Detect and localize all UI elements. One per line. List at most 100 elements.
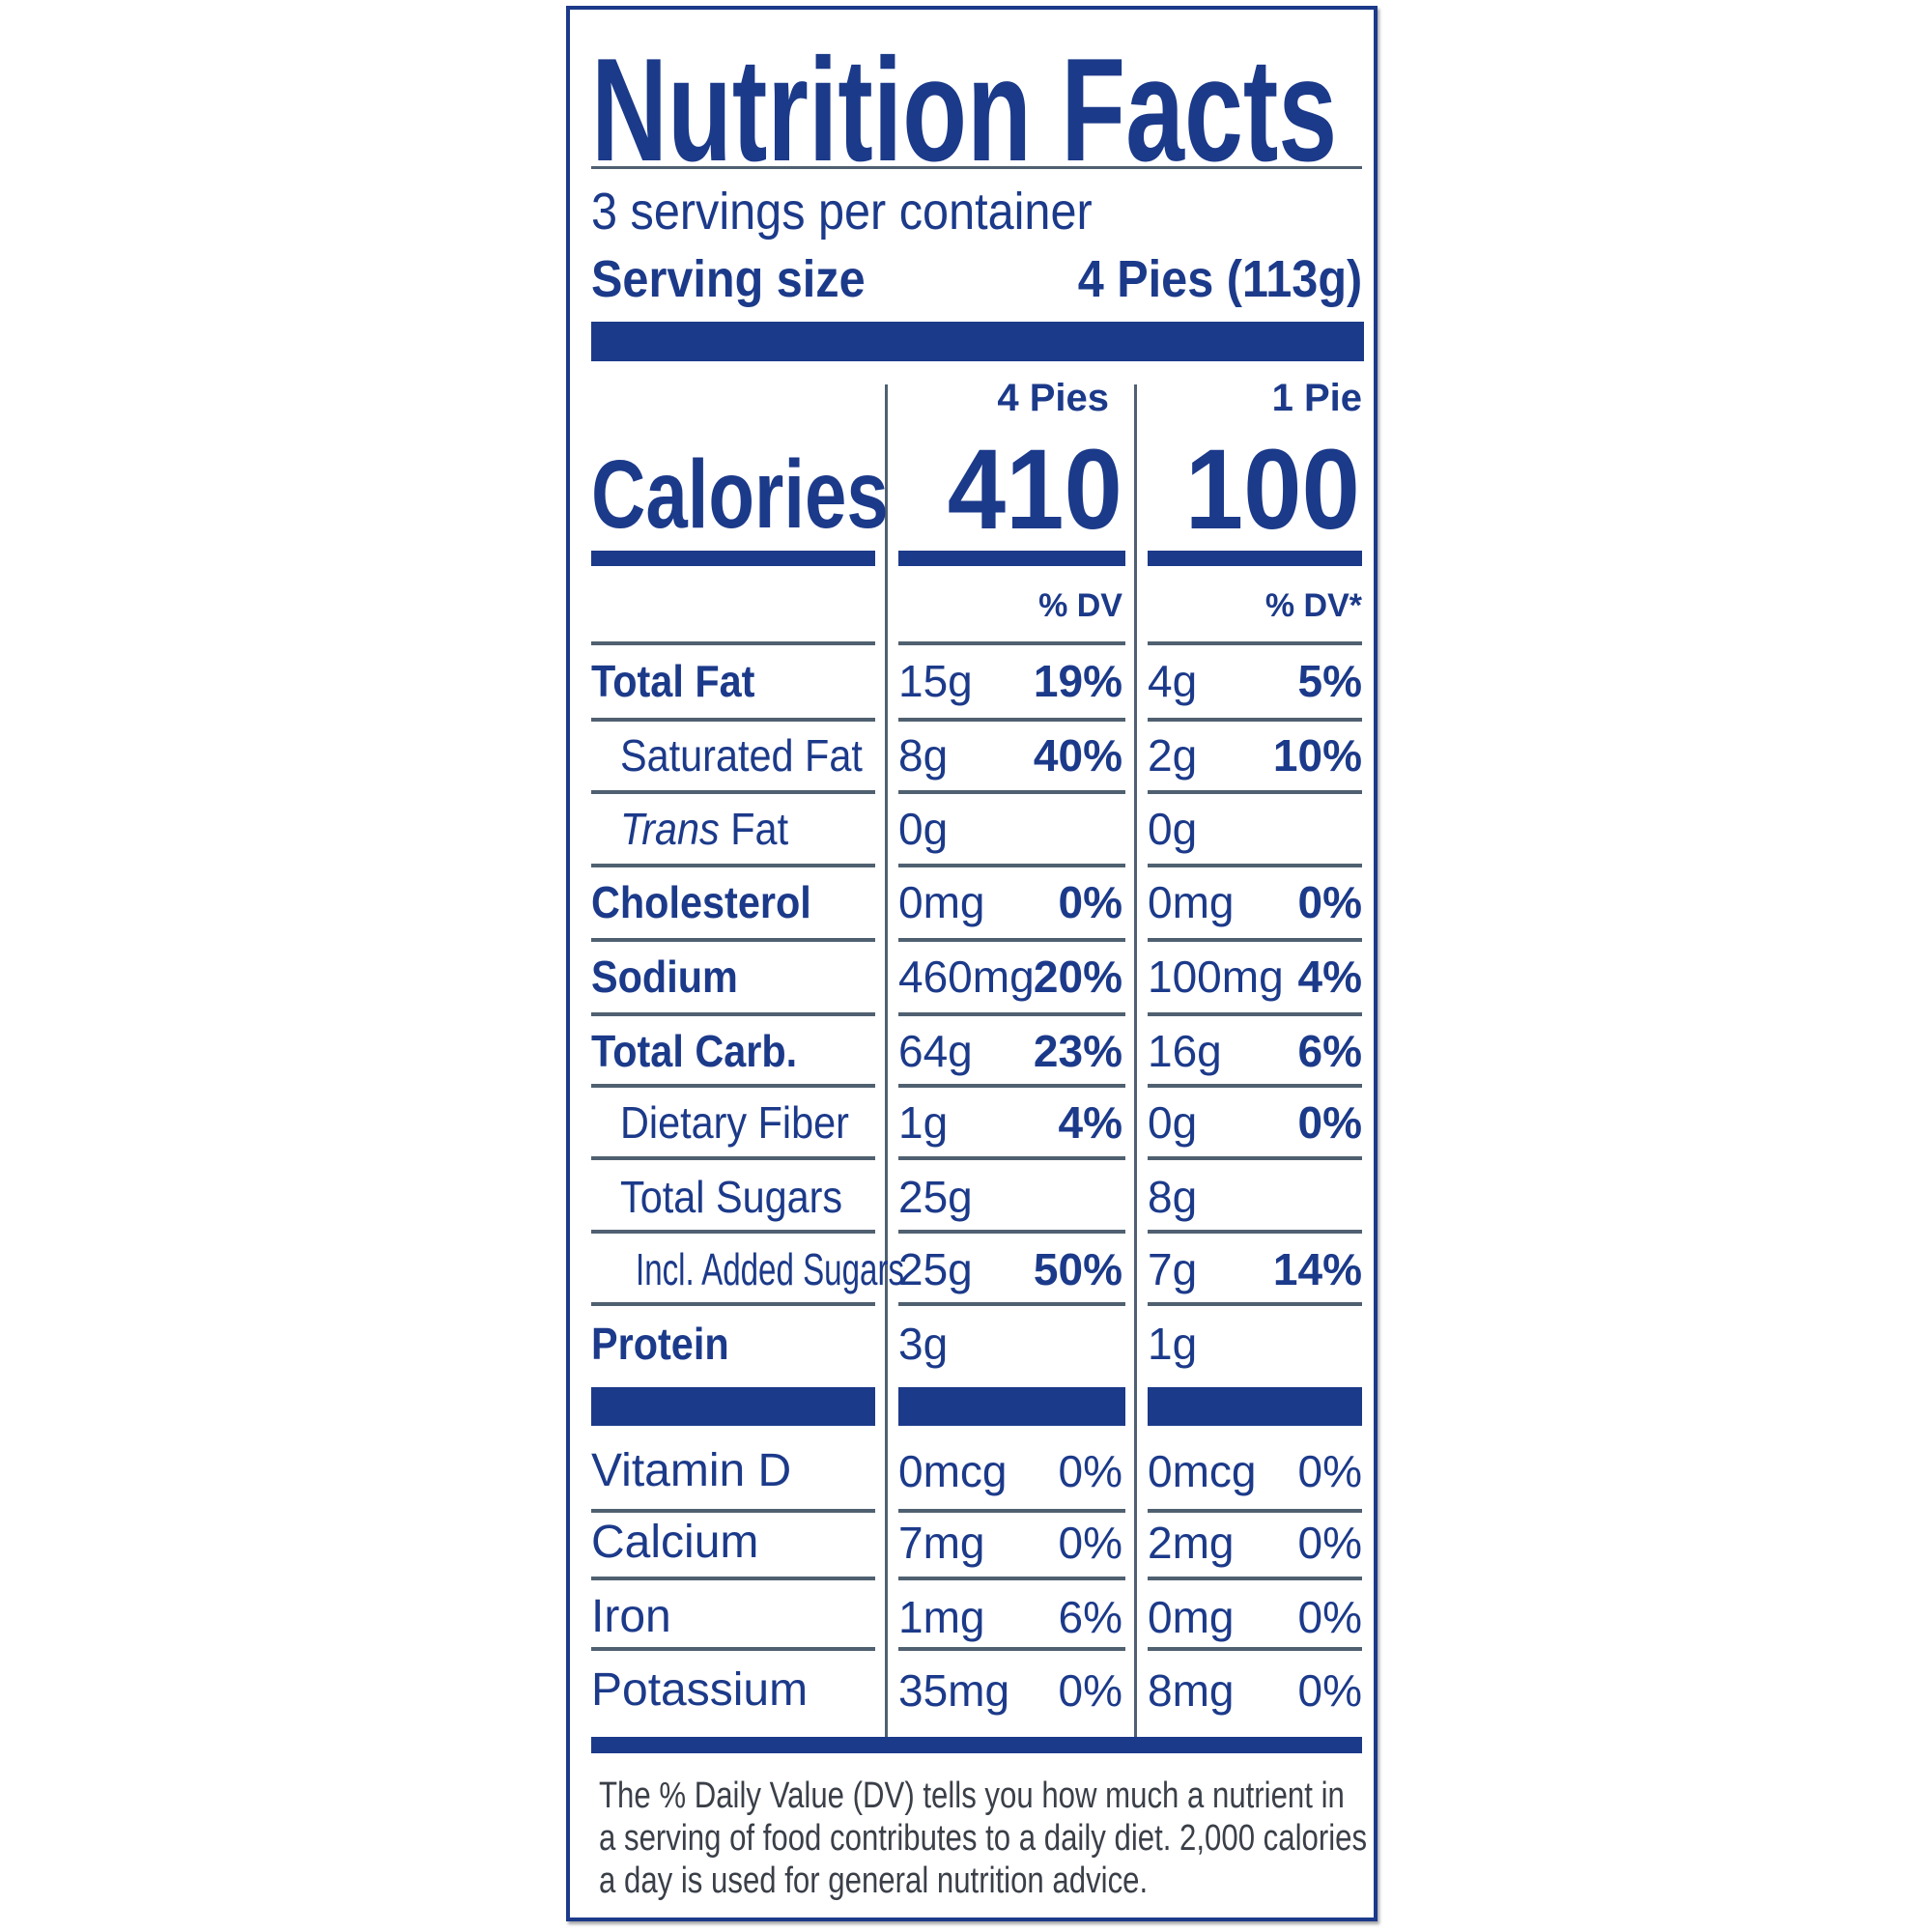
amount-1: 15g [898,656,973,706]
dv-1: 6% [1058,1592,1122,1642]
row-rule [1148,641,1362,645]
calories-value-1-text: 410 [947,426,1122,554]
dv-1: 23% [1033,1026,1122,1076]
nutrient-label-text: Incl. Added Sugars [636,1247,904,1292]
nutrient-label-text: Total Carb. [591,1029,797,1073]
dv-1: 0% [1058,1665,1122,1716]
row-rule [898,1012,1125,1016]
amount-2: 1g [1148,1319,1198,1369]
row-rule [1148,1577,1362,1580]
dv-2: 5% [1297,656,1362,706]
amount-2: 0mcg [1148,1446,1257,1496]
nutrient-label-text: Protein [591,1321,729,1366]
serving-size-value-text: 4 Pies (113g) [1077,250,1362,308]
row-rule [898,641,1125,645]
dv-2: 0% [1297,1665,1362,1716]
serving-size-label: Serving size [591,253,895,305]
row-rule [898,938,1125,942]
amount-1: 35mg [898,1665,1010,1716]
amount-1: 7mg [898,1518,985,1568]
row-rule [1148,1647,1362,1651]
calories-value-1: 410 [932,433,1122,547]
dv-2: 0% [1297,1097,1362,1148]
calories-value-2-text: 100 [1184,426,1360,554]
row-rule [591,864,875,867]
row-rule [898,790,1125,794]
nutrient-label-main: Fat [719,804,789,854]
dv-2: 0% [1297,877,1362,927]
serving-size-label-text: Serving size [591,250,866,308]
column-divider-1 [885,384,888,1737]
nutrient-label: Total Fat [591,659,773,703]
amount-1: 64g [898,1026,973,1076]
nutrient-label: Cholesterol [591,880,836,924]
nutrient-label-text: Dietary Fiber [620,1100,849,1145]
row-rule [591,1647,875,1651]
calories-bar-2 [898,551,1125,566]
protein-bar-3 [1148,1387,1362,1426]
dv-1: 40% [1033,730,1122,781]
row-rule [898,1302,1125,1306]
row-rule [898,1084,1125,1088]
nutrient-label-text: Saturated Fat [620,733,863,778]
nutrient-label-main: Incl. Added Sugars [636,1244,905,1294]
nutrient-label: Trans Fat [620,807,807,851]
amount-2: 7g [1148,1244,1198,1294]
row-rule [1148,1012,1362,1016]
title: Nutrition Facts [591,37,1627,184]
nutrient-label: Protein [591,1321,744,1366]
row-rule [898,1509,1125,1513]
amount-2: 100mg [1148,952,1284,1002]
nutrient-label-text: Cholesterol [591,880,811,924]
dv-1: 0% [1058,877,1122,927]
dv-2: 0% [1297,1592,1362,1642]
nutrition-label [566,6,1378,1921]
amount-1: 1g [898,1097,949,1148]
amount-2: 8g [1148,1172,1198,1222]
nutrient-label-main: Saturated Fat [620,730,863,781]
row-rule [1148,1230,1362,1234]
row-rule [898,1647,1125,1651]
column-header-1: 4 Pies [997,377,1109,419]
nutrient-label: Total Carb. [591,1029,820,1073]
amount-1: 1mg [898,1592,985,1642]
footnote-text-2: a serving of food contributes to a daily… [599,1818,1368,1859]
dv-header-1: % DV [1038,587,1122,624]
amount-2: 4g [1148,656,1198,706]
calories-value-2: 100 [1170,433,1360,547]
nutrient-label: Dietary Fiber [620,1100,874,1145]
row-rule [898,1577,1125,1580]
amount-2: 2g [1148,730,1198,781]
dv-2: 0% [1297,1518,1362,1568]
protein-bar-2 [898,1387,1125,1426]
servings-text: 3 servings per container [591,183,1093,241]
row-rule [591,1302,875,1306]
row-rule [1148,790,1362,794]
amount-1: 0g [898,804,949,854]
title-text: Nutrition Facts [591,28,1338,192]
amount-2: 2mg [1148,1518,1235,1568]
dv-2: 4% [1297,952,1362,1002]
dv-1: 19% [1033,656,1122,706]
dv-2: 6% [1297,1026,1362,1076]
nutrient-label: Total Sugars [620,1175,867,1219]
servings-per-container: 3 servings per container [591,185,1148,238]
nutrient-label-main: Protein [591,1319,729,1369]
calories-bar-3 [1148,551,1362,566]
row-rule [1148,1302,1362,1306]
amount-1: 0mg [898,877,985,927]
row-rule [898,718,1125,722]
row-rule [591,1230,875,1234]
mineral-label: Vitamin D [591,1445,792,1496]
row-rule [591,641,875,645]
row-rule [591,718,875,722]
row-rule [898,1156,1125,1160]
row-rule [1148,718,1362,722]
calories-label-text: Calories [591,440,889,549]
footnote-line-1: The % Daily Value (DV) tells you how muc… [599,1777,1508,1814]
nutrient-label: Sodium [591,954,754,999]
dv-2: 10% [1272,730,1362,781]
row-rule [591,1509,875,1513]
dv-1: 20% [1033,952,1122,1002]
row-rule [898,1230,1125,1234]
